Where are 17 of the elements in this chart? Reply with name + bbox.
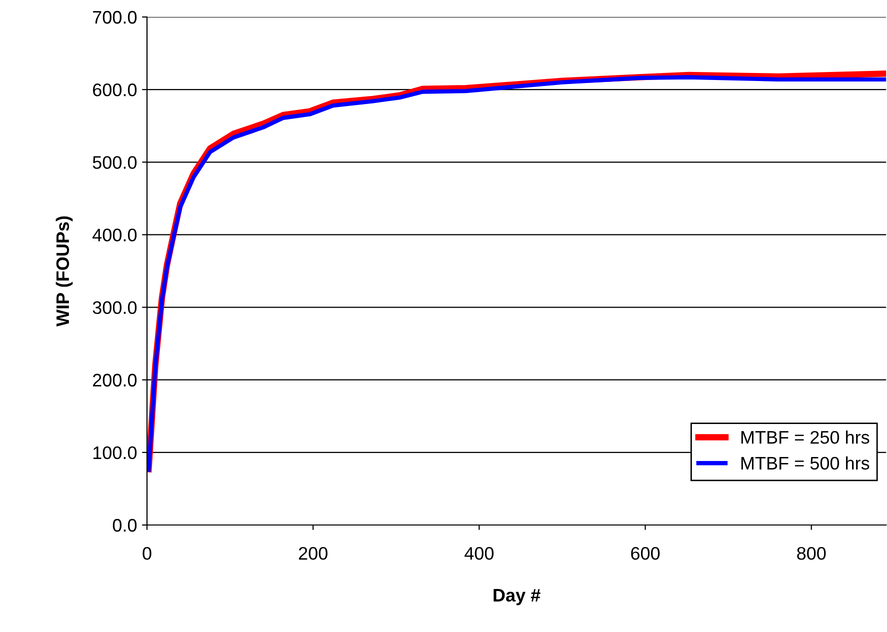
- y-tick-label: 100.0: [93, 446, 137, 460]
- y-axis-title: WIP (FOUPs): [56, 216, 73, 326]
- y-tick-label: 700.0: [93, 10, 137, 24]
- y-tick-label: 400.0: [92, 228, 137, 242]
- y-tick-label: 600.0: [93, 84, 137, 96]
- y-tick-label: 300.0: [92, 301, 137, 314]
- y-tick-label: 200.0: [93, 374, 137, 387]
- x-axis-title: Day #: [494, 589, 540, 606]
- x-tick-label: 0: [142, 547, 152, 560]
- x-tick-label: 800: [797, 547, 826, 560]
- x-tick-label: 600: [631, 547, 660, 560]
- legend-label: MTBF = 250 hrs: [741, 430, 870, 444]
- y-tick-label: 500.0: [92, 156, 137, 169]
- y-tick-label: 0.0: [112, 518, 137, 532]
- legend-label: MTBF = 500 hrs: [741, 456, 870, 470]
- x-tick-label: 200: [298, 547, 328, 560]
- x-tick-label: 400: [464, 547, 494, 560]
